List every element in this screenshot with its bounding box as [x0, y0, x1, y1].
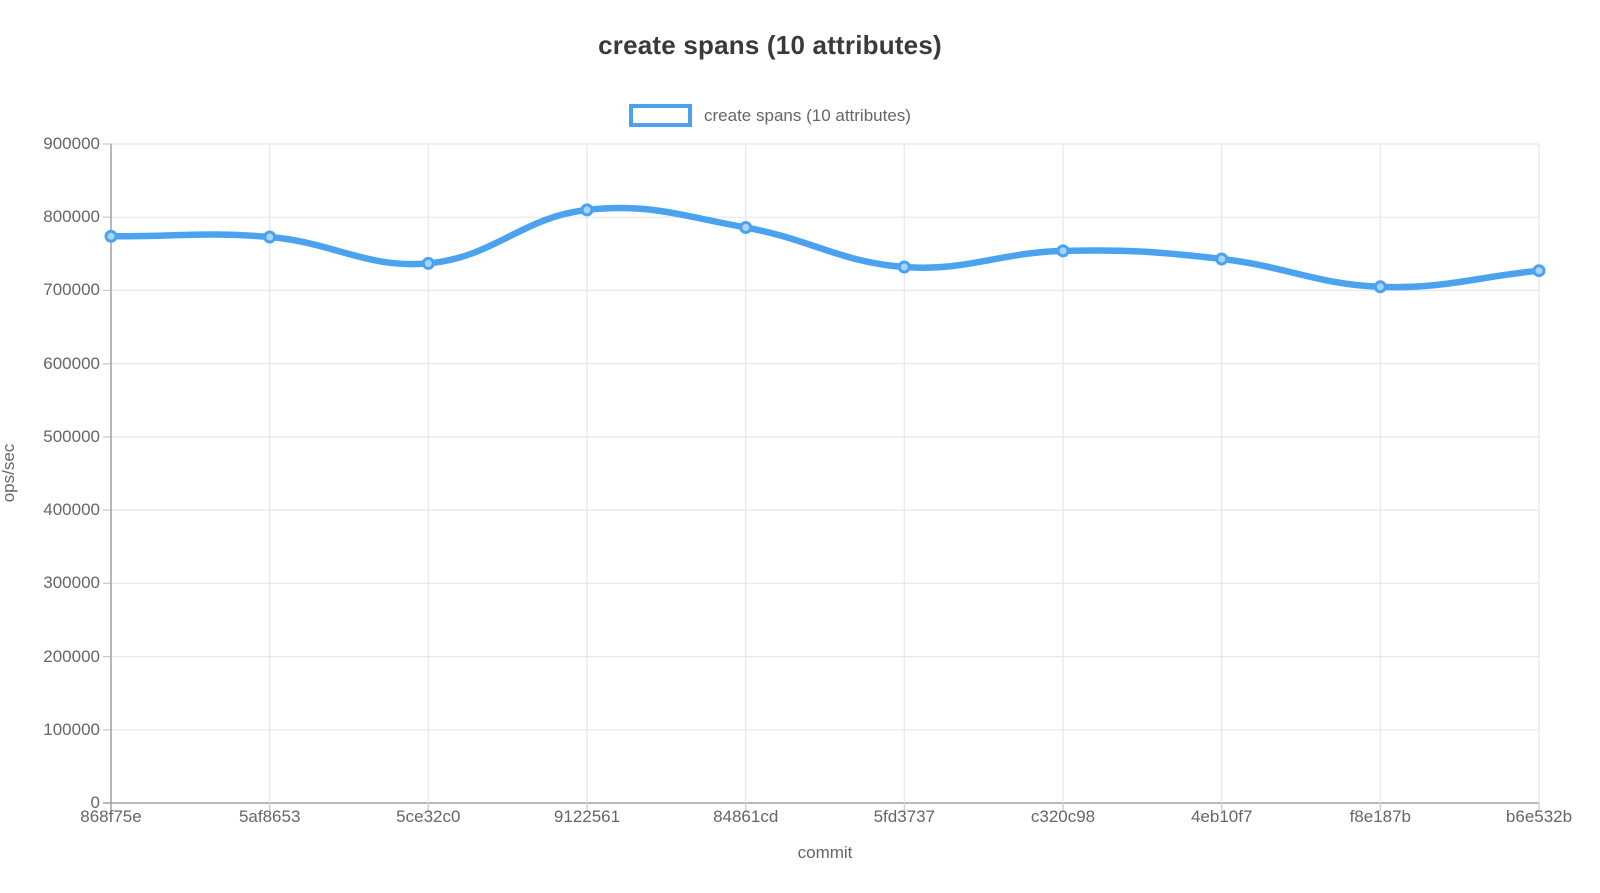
x-axis-title: commit — [797, 843, 853, 862]
data-point[interactable] — [263, 230, 277, 244]
legend-label: create spans (10 attributes) — [704, 105, 911, 125]
data-point[interactable] — [421, 256, 435, 270]
legend-item[interactable]: create spans (10 attributes) — [629, 104, 911, 127]
data-point[interactable] — [739, 221, 753, 234]
data-point[interactable] — [1373, 280, 1387, 294]
data-point[interactable] — [1056, 244, 1070, 258]
data-point[interactable] — [104, 229, 118, 243]
data-point[interactable] — [580, 203, 594, 217]
legend-swatch-icon — [629, 104, 693, 127]
data-point[interactable] — [1215, 252, 1229, 266]
legend: create spans (10 attributes) — [0, 104, 1540, 127]
data-point[interactable] — [1532, 264, 1546, 278]
y-axis-title: ops/sec — [0, 443, 18, 503]
series-line — [107, 204, 1543, 291]
data-point[interactable] — [897, 260, 911, 274]
chart-title: create spans (10 attributes) — [598, 30, 942, 60]
